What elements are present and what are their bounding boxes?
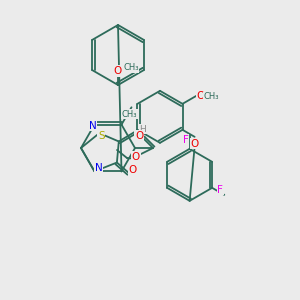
Text: F: F: [217, 185, 223, 195]
Text: O: O: [114, 66, 122, 76]
Text: S: S: [98, 131, 105, 141]
Text: O: O: [196, 91, 205, 101]
Text: CH₃: CH₃: [204, 92, 219, 101]
Text: CH₃: CH₃: [122, 110, 137, 119]
Text: CH₃: CH₃: [123, 64, 139, 73]
Text: N: N: [88, 121, 96, 130]
Text: O: O: [135, 131, 143, 141]
Text: F: F: [183, 135, 189, 145]
Text: O: O: [132, 152, 140, 162]
Text: O: O: [190, 139, 199, 149]
Text: H: H: [140, 125, 146, 134]
Text: N: N: [94, 164, 102, 173]
Text: O: O: [129, 165, 137, 175]
